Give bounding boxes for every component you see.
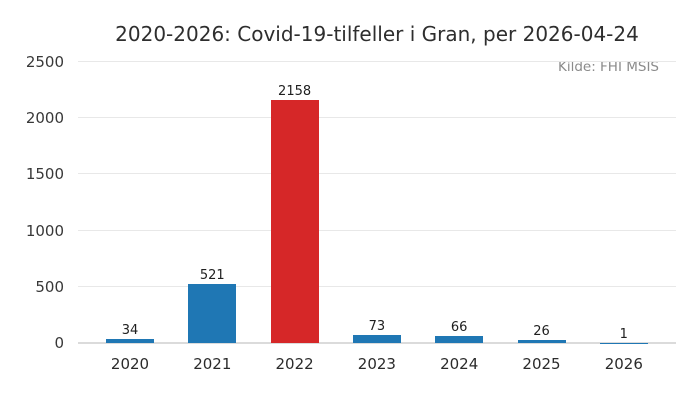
y-tick-label: 2500 (25, 53, 64, 71)
y-tick-label: 1000 (25, 221, 64, 240)
y-tick-label: 0 (54, 334, 64, 352)
bar-value-label: 521 (199, 268, 225, 284)
x-tick-label: 2024 (440, 355, 479, 373)
gridline (78, 173, 676, 175)
gridline (78, 61, 676, 62)
x-tick-label: 2025 (522, 355, 561, 373)
bar-2023 (352, 334, 401, 343)
x-tick-label: 2022 (275, 355, 314, 373)
bar-2024 (435, 335, 484, 343)
source-annotation: Kilde: FHI MSIS (557, 59, 659, 75)
bar-2020 (106, 339, 154, 343)
x-axis-baseline (78, 342, 676, 344)
bar-2021 (188, 284, 237, 343)
x-tick-label: 2020 (110, 355, 150, 373)
bar-2025 (517, 340, 566, 343)
x-tick-label: 2026 (604, 355, 643, 373)
x-tick-label: 2023 (357, 355, 396, 373)
y-tick-label: 1500 (25, 165, 64, 184)
gridline (78, 229, 676, 231)
bar-value-label: 34 (121, 323, 139, 339)
y-tick-label: 500 (35, 277, 64, 296)
bar-value-label: 66 (450, 319, 468, 335)
bar-value-label: 73 (368, 318, 386, 334)
plot-area: 34 521 2158 73 66 26 1 (78, 61, 676, 344)
gridline (78, 117, 676, 119)
y-tick-label: 2000 (25, 109, 64, 128)
bar-2022 (270, 100, 319, 343)
bar-value-label: 26 (533, 324, 550, 340)
gridline (78, 285, 676, 287)
chart-title: 2020-2026: Covid-19-tilfeller i Gran, pe… (115, 22, 639, 46)
bar-value-label: 2158 (278, 84, 312, 100)
bar-value-label: 1 (619, 326, 628, 342)
x-tick-label: 2021 (193, 355, 232, 373)
